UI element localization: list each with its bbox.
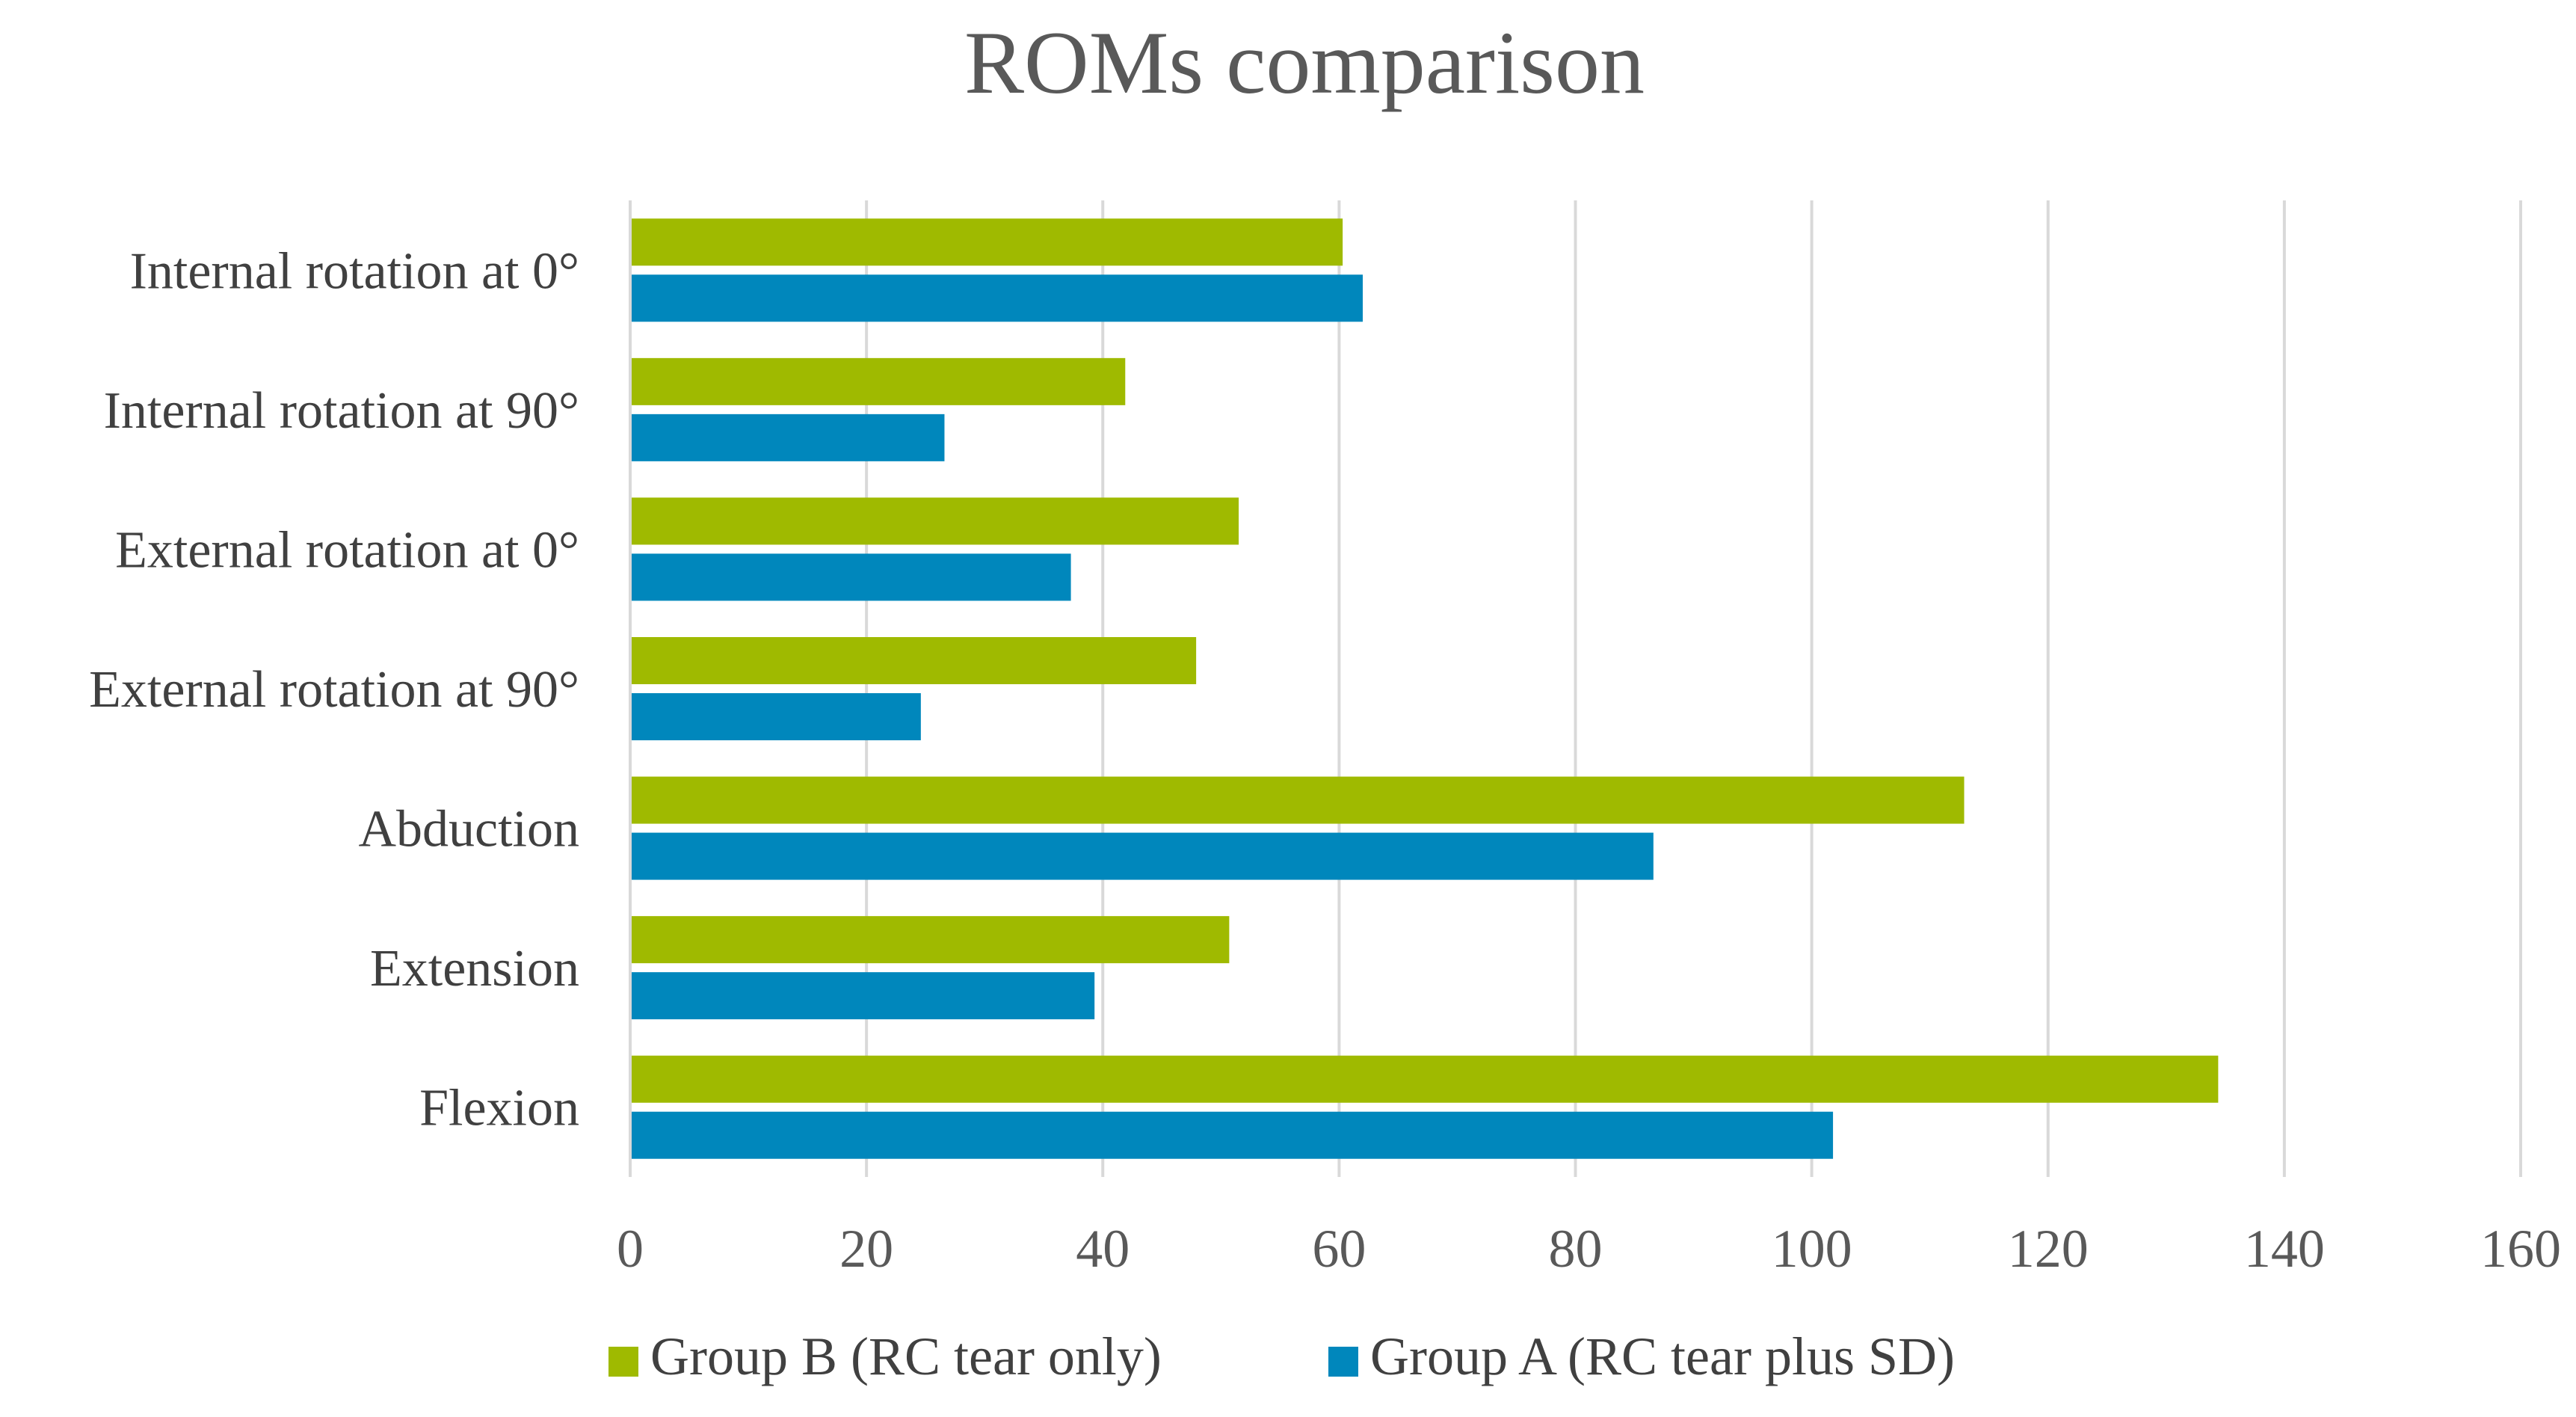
x-tick-label: 160	[2480, 1219, 2561, 1279]
x-tick-label: 120	[2008, 1219, 2089, 1279]
legend-label-group-b: Group B (RC tear only)	[650, 1327, 1162, 1386]
category-label: Extension	[370, 940, 579, 998]
legend: Group B (RC tear only) Group A (RC tear p…	[608, 1327, 1955, 1386]
bar-group-b	[630, 218, 1343, 266]
x-axis-tick-labels: 0 20 40 60 80 100 120 140 160	[617, 1219, 2561, 1279]
bar-group-b	[630, 497, 1239, 545]
bar-group-a	[630, 553, 1071, 601]
x-tick-label: 100	[1772, 1219, 1852, 1279]
bar-group-b	[630, 357, 1126, 405]
category-label: Flexion	[419, 1080, 579, 1137]
category-label: Internal rotation at 90°	[104, 382, 579, 440]
bar-group-b	[630, 1055, 2219, 1103]
bars	[630, 218, 2219, 1159]
x-tick-label: 140	[2244, 1219, 2325, 1279]
chart-title: ROMs comparison	[964, 13, 1645, 112]
bar-group-b	[630, 916, 1230, 964]
gridlines	[865, 200, 2522, 1177]
legend-label-group-a: Group A (RC tear plus SD)	[1370, 1327, 1955, 1386]
category-label: External rotation at 90°	[89, 661, 579, 719]
x-tick-label: 0	[617, 1219, 644, 1279]
legend-swatch-group-a	[1328, 1347, 1358, 1377]
bar-group-a	[630, 693, 921, 740]
x-tick-label: 40	[1076, 1219, 1130, 1279]
bar-group-b	[630, 637, 1197, 684]
bar-group-a	[630, 1111, 1834, 1159]
category-label: Abduction	[358, 801, 579, 858]
x-tick-label: 80	[1549, 1219, 1603, 1279]
bar-group-a	[630, 274, 1363, 322]
category-label: External rotation at 0°	[115, 521, 579, 579]
x-tick-label: 20	[839, 1219, 893, 1279]
bar-group-a	[630, 414, 945, 461]
x-tick-label: 60	[1312, 1219, 1366, 1279]
bar-group-b	[630, 776, 1965, 824]
category-label: Internal rotation at 0°	[130, 242, 579, 300]
bar-group-a	[630, 972, 1095, 1020]
category-labels: Internal rotation at 0° Internal rotation…	[89, 242, 579, 1137]
legend-swatch-group-b	[608, 1347, 638, 1377]
bar-group-a	[630, 832, 1654, 880]
